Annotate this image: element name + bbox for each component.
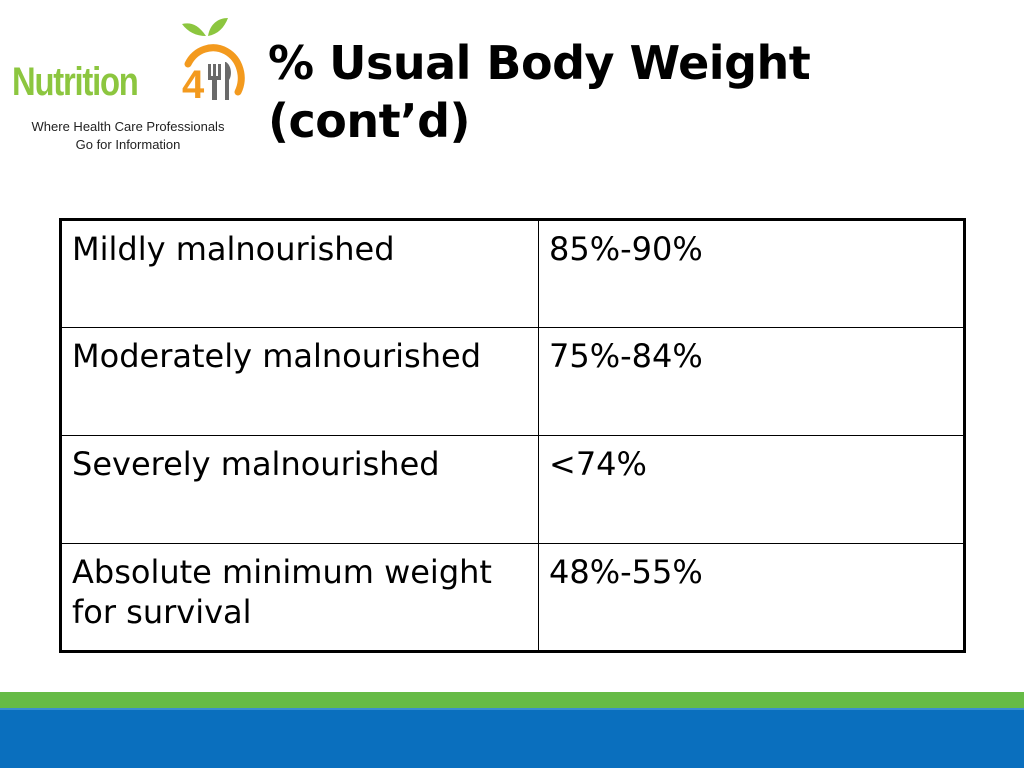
slide-title: % Usual Body Weight (cont’d)	[268, 34, 811, 150]
table-row: Mildly malnourished 85%-90%	[60, 219, 965, 328]
table-row: Absolute minimum weight for survival 48%…	[60, 543, 965, 652]
table-cell-label: Moderately malnourished	[60, 327, 539, 436]
table-cell-label-line1: Absolute minimum weight	[72, 553, 492, 591]
slide-title-line1: % Usual Body Weight	[268, 36, 811, 90]
table-cell-label: Mildly malnourished	[60, 219, 539, 328]
logo-tagline-line1: Where Health Care Professionals	[31, 119, 225, 134]
body-weight-table: Mildly malnourished 85%-90% Moderately m…	[59, 218, 966, 653]
table-cell-value: 48%-55%	[538, 543, 965, 652]
table-row: Severely malnourished <74%	[60, 435, 965, 544]
slide-title-line2: (cont’d)	[268, 94, 471, 148]
table-cell-value: 75%-84%	[538, 327, 965, 436]
logo-tagline-line2: Go for Information	[75, 137, 181, 152]
nutrition411-logo: Nutrition 4 Where Health Care Profession…	[8, 14, 248, 154]
table-cell-label: Severely malnourished	[60, 435, 539, 544]
table-cell-label-line2: for survival	[72, 593, 252, 631]
table-cell-label: Absolute minimum weight for survival	[60, 543, 539, 652]
table-row: Moderately malnourished 75%-84%	[60, 327, 965, 436]
logo-apple-fork-icon: 4	[182, 18, 245, 107]
footer-green-bar	[0, 692, 1024, 708]
logo-tagline: Where Health Care Professionals Go for I…	[10, 118, 246, 154]
logo-wordmark: Nutrition	[12, 60, 139, 104]
footer-blue-bar	[0, 708, 1024, 768]
table-cell-value: <74%	[538, 435, 965, 544]
svg-text:4: 4	[182, 63, 205, 107]
table-cell-value: 85%-90%	[538, 219, 965, 328]
